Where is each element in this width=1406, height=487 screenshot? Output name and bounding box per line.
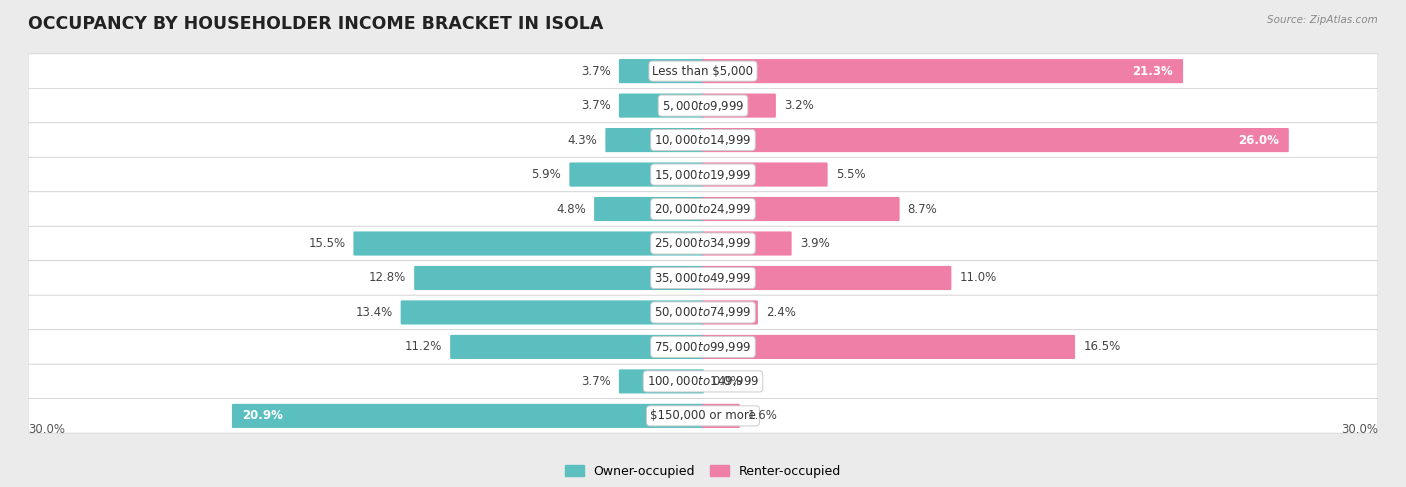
Text: 30.0%: 30.0% xyxy=(1341,423,1378,436)
FancyBboxPatch shape xyxy=(28,295,1378,330)
Text: 5.5%: 5.5% xyxy=(835,168,865,181)
FancyBboxPatch shape xyxy=(702,163,828,187)
Text: 5.9%: 5.9% xyxy=(531,168,561,181)
Text: Less than $5,000: Less than $5,000 xyxy=(652,65,754,77)
Text: $35,000 to $49,999: $35,000 to $49,999 xyxy=(654,271,752,285)
FancyBboxPatch shape xyxy=(595,197,704,221)
FancyBboxPatch shape xyxy=(619,369,704,393)
Text: $75,000 to $99,999: $75,000 to $99,999 xyxy=(654,340,752,354)
Text: 3.7%: 3.7% xyxy=(581,99,610,112)
FancyBboxPatch shape xyxy=(702,128,1289,152)
FancyBboxPatch shape xyxy=(28,330,1378,364)
FancyBboxPatch shape xyxy=(28,192,1378,226)
Text: 3.9%: 3.9% xyxy=(800,237,830,250)
Text: 21.3%: 21.3% xyxy=(1132,65,1173,77)
FancyBboxPatch shape xyxy=(702,231,792,256)
FancyBboxPatch shape xyxy=(619,59,704,83)
Text: $20,000 to $24,999: $20,000 to $24,999 xyxy=(654,202,752,216)
FancyBboxPatch shape xyxy=(232,404,704,428)
FancyBboxPatch shape xyxy=(702,335,1076,359)
FancyBboxPatch shape xyxy=(702,300,758,324)
FancyBboxPatch shape xyxy=(415,266,704,290)
Text: 16.5%: 16.5% xyxy=(1083,340,1121,354)
FancyBboxPatch shape xyxy=(702,266,952,290)
Text: Source: ZipAtlas.com: Source: ZipAtlas.com xyxy=(1267,15,1378,25)
FancyBboxPatch shape xyxy=(702,197,900,221)
Text: 11.2%: 11.2% xyxy=(405,340,441,354)
Text: 20.9%: 20.9% xyxy=(242,410,283,422)
Text: 12.8%: 12.8% xyxy=(368,271,406,284)
FancyBboxPatch shape xyxy=(702,59,1182,83)
Text: $50,000 to $74,999: $50,000 to $74,999 xyxy=(654,305,752,319)
FancyBboxPatch shape xyxy=(450,335,704,359)
FancyBboxPatch shape xyxy=(28,226,1378,261)
Text: 1.6%: 1.6% xyxy=(748,410,778,422)
FancyBboxPatch shape xyxy=(401,300,704,324)
FancyBboxPatch shape xyxy=(28,364,1378,399)
FancyBboxPatch shape xyxy=(353,231,704,256)
Text: $10,000 to $14,999: $10,000 to $14,999 xyxy=(654,133,752,147)
FancyBboxPatch shape xyxy=(28,54,1378,88)
FancyBboxPatch shape xyxy=(702,404,740,428)
Text: 26.0%: 26.0% xyxy=(1239,133,1279,147)
Text: $100,000 to $149,999: $100,000 to $149,999 xyxy=(647,375,759,389)
FancyBboxPatch shape xyxy=(619,94,704,118)
FancyBboxPatch shape xyxy=(28,123,1378,157)
FancyBboxPatch shape xyxy=(702,94,776,118)
Text: 11.0%: 11.0% xyxy=(959,271,997,284)
Text: $150,000 or more: $150,000 or more xyxy=(650,410,756,422)
Text: 3.7%: 3.7% xyxy=(581,375,610,388)
Text: 4.8%: 4.8% xyxy=(557,203,586,216)
Text: 3.2%: 3.2% xyxy=(785,99,814,112)
FancyBboxPatch shape xyxy=(28,157,1378,192)
Text: 15.5%: 15.5% xyxy=(308,237,346,250)
Text: $25,000 to $34,999: $25,000 to $34,999 xyxy=(654,237,752,250)
Legend: Owner-occupied, Renter-occupied: Owner-occupied, Renter-occupied xyxy=(560,460,846,483)
Text: 30.0%: 30.0% xyxy=(28,423,65,436)
Text: OCCUPANCY BY HOUSEHOLDER INCOME BRACKET IN ISOLA: OCCUPANCY BY HOUSEHOLDER INCOME BRACKET … xyxy=(28,15,603,33)
Text: 4.3%: 4.3% xyxy=(568,133,598,147)
Text: 3.7%: 3.7% xyxy=(581,65,610,77)
FancyBboxPatch shape xyxy=(606,128,704,152)
Text: 2.4%: 2.4% xyxy=(766,306,796,319)
Text: $5,000 to $9,999: $5,000 to $9,999 xyxy=(662,98,744,112)
FancyBboxPatch shape xyxy=(28,261,1378,295)
Text: 13.4%: 13.4% xyxy=(356,306,392,319)
Text: $15,000 to $19,999: $15,000 to $19,999 xyxy=(654,168,752,182)
FancyBboxPatch shape xyxy=(28,399,1378,433)
Text: 0.0%: 0.0% xyxy=(711,375,741,388)
FancyBboxPatch shape xyxy=(28,88,1378,123)
FancyBboxPatch shape xyxy=(569,163,704,187)
Text: 8.7%: 8.7% xyxy=(908,203,938,216)
